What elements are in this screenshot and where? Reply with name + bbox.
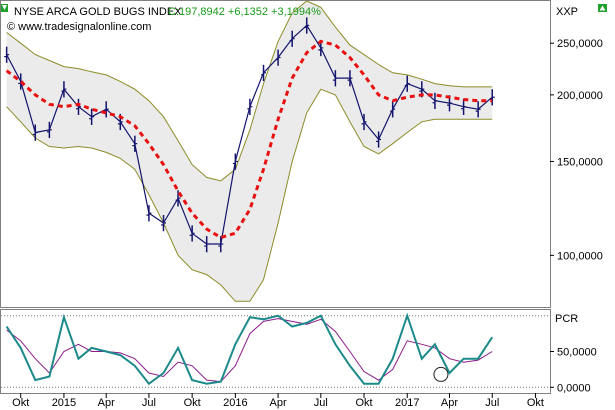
- bollinger-band-fill: [6, 1, 493, 302]
- price-ytick-label: 150,0000: [557, 156, 603, 168]
- indicator-ytick-label: 50,0000: [557, 347, 597, 359]
- indicator-ytick-label: 0,0000: [557, 382, 591, 394]
- indicator-axis-label: PCR: [555, 313, 578, 325]
- x-tick-label: 2016: [223, 397, 247, 409]
- x-tick-label: Apr: [270, 397, 287, 409]
- x-tick-label: Jul: [142, 397, 156, 409]
- price-layer: [4, 0, 495, 302]
- price-ytick-label: 100,0000: [557, 250, 603, 262]
- price-ytick-label: 200,0000: [557, 90, 603, 102]
- x-tick-label: Okt: [12, 397, 29, 409]
- signal-line: [6, 318, 493, 383]
- price-axis-label: XXP: [556, 6, 578, 18]
- price-line: [6, 24, 493, 245]
- indicator-layer: [1, 312, 550, 388]
- x-tick-label: 2015: [52, 397, 76, 409]
- indicator-panel: [0, 309, 551, 394]
- arrow-down-icon: [1, 4, 8, 12]
- x-tick-label: Jul: [485, 397, 499, 409]
- x-tick-label: Okt: [184, 397, 201, 409]
- x-tick-label: Okt: [527, 397, 544, 409]
- moving-average-line: [5, 39, 493, 240]
- x-tick-label: Apr: [98, 397, 115, 409]
- pcr-line: [5, 312, 494, 386]
- lower-band-line: [6, 88, 493, 302]
- x-tick-label: 2017: [395, 397, 419, 409]
- x-tick-label: Okt: [355, 397, 372, 409]
- chart-title: NYSE ARCA GOLD BUGS INDEX: [14, 6, 182, 18]
- axis-layer: 250,0000 200,0000 150,0000 100,0000 50,0000 0…: [12, 38, 603, 409]
- quote-text: C:197,8942 +6,1352 +3,1994%: [168, 6, 321, 18]
- arrow-up-icon: [598, 4, 607, 12]
- x-tick-label: Jul: [314, 397, 328, 409]
- watermark: © www.tradesignalonline.com: [7, 21, 151, 33]
- price-ytick-label: 250,0000: [557, 38, 603, 50]
- x-tick-label: Apr: [441, 397, 458, 409]
- highlight-circle: [433, 366, 449, 382]
- upper-band-line: [6, 0, 493, 182]
